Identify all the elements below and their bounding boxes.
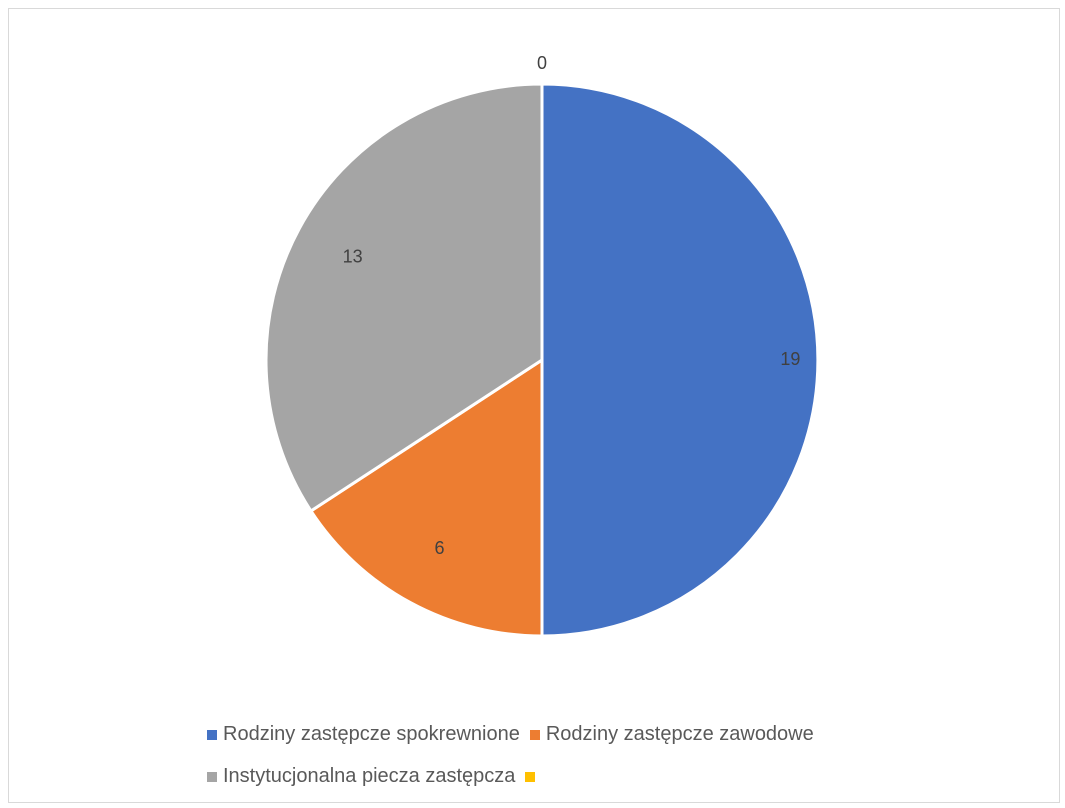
- pie-slice-rodziny-zastępcze-zawodowe[interactable]: [308, 357, 544, 638]
- legend-swatch: [529, 729, 540, 740]
- data-label-instytucjonalna-piecza-zastępcza: 13: [343, 246, 363, 266]
- pie-slice-rodziny-zastępcze-spokrewnione[interactable]: [540, 82, 820, 638]
- legend-swatch: [207, 771, 217, 782]
- legend-item-zawodowe[interactable]: Rodziny zastępcze zawodowe: [529, 723, 814, 746]
- data-label-rodziny-zastępcze-zawodowe: 6: [435, 538, 445, 558]
- legend-label: Rodziny zastępcze zawodowe: [545, 723, 814, 745]
- legend-row-2: Instytucjonalna piecza zastępcza: [207, 765, 551, 788]
- legend-item-instytucjonalna[interactable]: Instytucjonalna piecza zastępcza: [207, 765, 515, 788]
- data-label-rodziny-zastępcze-spokrewnione: 19: [780, 349, 800, 369]
- data-label-empty: 0: [537, 53, 547, 73]
- legend-label: Rodziny zastępcze spokrewnione: [223, 723, 520, 745]
- pie-slice-instytucjonalna-piecza-zastępcza[interactable]: [264, 82, 544, 514]
- legend-label: Instytucjonalna piecza zastępcza: [223, 765, 516, 787]
- legend-item-empty[interactable]: [525, 771, 541, 782]
- legend-row-1: Rodziny zastępcze spokrewnione Rodziny z…: [207, 723, 824, 746]
- legend-swatch: [525, 771, 536, 782]
- legend-swatch: [207, 729, 217, 740]
- legend-item-spokrewnione[interactable]: Rodziny zastępcze spokrewnione: [207, 723, 520, 746]
